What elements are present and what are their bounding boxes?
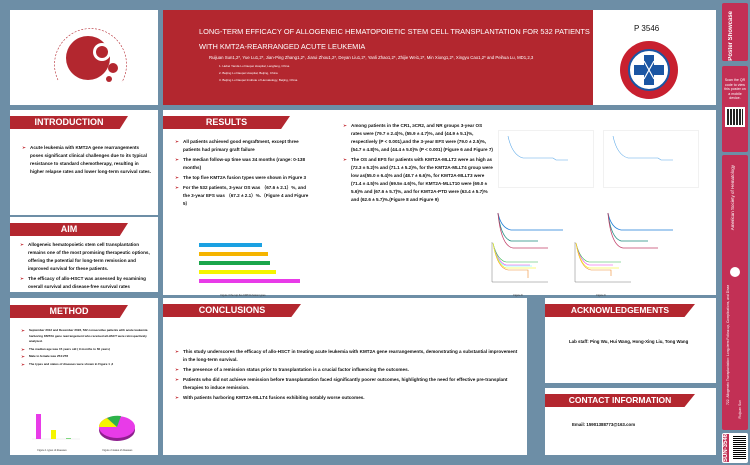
intro-bullet: Acute leukemia with KMT2A gene rearrange… xyxy=(22,144,152,176)
bar xyxy=(199,243,262,247)
ash-logo xyxy=(54,28,127,83)
figure-3-caption: Figure 3 the top five KMT2A fusion types xyxy=(220,294,266,297)
results-bullet: For the 532 patients, 3-year OS was （67.… xyxy=(175,184,313,208)
contact-email[interactable]: Email: 15901388773@163.com xyxy=(572,422,636,427)
results-bullet: All patients achieved good engraftment, … xyxy=(175,138,313,154)
results-bullet: Among patients in the CR1, ≥CR2, and NR … xyxy=(343,122,493,154)
acknowledgements-heading: ACKNOWLEDGEMENTS xyxy=(545,304,695,317)
barcode xyxy=(733,435,746,459)
affiliation: 1. Hebei Yanda Lu Daopei Hospital, Langf… xyxy=(219,64,290,68)
method-bullet: September 2012 and December 2023, 532 co… xyxy=(21,328,153,345)
bar xyxy=(66,438,71,439)
acknowledgements-section: ACKNOWLEDGEMENTS Lab staff: Ping Wu, Hui… xyxy=(545,298,716,383)
method-heading: METHOD xyxy=(10,305,128,318)
bar xyxy=(199,270,276,274)
title-header: LONG-TERM EFFICACY OF ALLOGENEIC HEMATOP… xyxy=(163,10,593,105)
bar xyxy=(199,261,270,265)
poster-title-line1: LONG-TERM EFFICACY OF ALLOGENEIC HEMATOP… xyxy=(199,27,590,36)
aim-bullet: Allogeneic hematopoietic stem cell trans… xyxy=(20,241,150,273)
introduction-heading: INTRODUCTION xyxy=(10,116,128,129)
conclusions-section: CONCLUSIONS This study underscores the e… xyxy=(163,298,527,455)
hospital-logo xyxy=(620,41,678,99)
figure-8-caption: Figure 8 xyxy=(513,294,523,297)
figure-3-bar-chart xyxy=(199,243,300,283)
method-bullet: Male to female was 254:278 xyxy=(21,354,153,360)
aim-section: AIM Allogeneic hematopoietic stem cell t… xyxy=(10,217,158,292)
qr-panel: Scan the QR code to view this poster on … xyxy=(722,66,748,152)
method-section: METHOD September 2012 and December 2023,… xyxy=(10,298,158,455)
poster-number: P 3546 xyxy=(634,24,660,33)
qr-text: Scan the QR code to view this poster on … xyxy=(724,78,746,100)
ash-icon xyxy=(730,267,740,277)
affiliation: 3. Beijing Lu Daopei Institute of Hemato… xyxy=(219,78,298,82)
conclusion-bullet: The presence of a remission status prior… xyxy=(175,366,520,374)
figure-5-efs-curve xyxy=(603,130,699,188)
figure-7-efs-by-status xyxy=(607,212,673,249)
figure-4-os-curve xyxy=(498,130,594,188)
society-logo-panel xyxy=(10,10,158,105)
hospital-logo-panel: P 3546 xyxy=(593,10,716,105)
bar xyxy=(36,414,41,439)
conclusion-bullet: This study underscores the efficacy of a… xyxy=(175,348,520,364)
acknowledgements-text: Lab staff: Ping Wu, Hui Wang, Hong-Xing … xyxy=(569,339,689,344)
affiliation: 2. Beijing Lu Daopei Hospital, Beijing, … xyxy=(219,71,278,75)
poster-code-panel: SUN-3546 xyxy=(722,433,748,463)
conclusion-bullet: Patients who did not achieve remission b… xyxy=(175,376,520,392)
qr-code[interactable] xyxy=(725,106,745,127)
figure-2-pie-chart xyxy=(99,415,135,441)
contact-section: CONTACT INFORMATION Email: 15901388773@1… xyxy=(545,388,716,455)
contact-heading: CONTACT INFORMATION xyxy=(545,394,695,407)
figure-1-bar-chart xyxy=(32,414,80,440)
method-bullet: The types and states of diseases were sh… xyxy=(21,362,153,368)
authors: Ruijuan Sun1,2*, Yue Lu1,2*, Jian-Ping Z… xyxy=(209,55,534,60)
figure-9-survival-curves xyxy=(574,242,631,283)
poster-showcase-badge[interactable]: Poster Showcase xyxy=(722,3,748,61)
method-bullet: The median age was 15 years old ( 9 mont… xyxy=(21,347,153,353)
aim-bullet: The efficacy of allo-HSCT was assessed b… xyxy=(20,275,150,291)
conclusions-heading: CONCLUSIONS xyxy=(163,304,301,317)
figure-9-caption: Figure 9 xyxy=(596,294,606,297)
session-panel: American Society of Hematology 722. Allo… xyxy=(722,155,748,430)
figure-6-os-by-status xyxy=(497,212,563,249)
results-bullet: The OS and EFS for patients with KMT2A-M… xyxy=(343,156,493,204)
figure-1-caption: Figure 1 types of diseases xyxy=(37,449,67,452)
aim-heading: AIM xyxy=(10,223,128,236)
results-heading: RESULTS xyxy=(163,116,290,129)
poster-title-line2: WITH KMT2A-REARRANGED ACUTE LEUKEMIA xyxy=(199,42,366,51)
results-bullet: The median follow-up time was 34 months … xyxy=(175,156,313,172)
bar xyxy=(51,430,56,439)
bar xyxy=(199,279,300,283)
conclusion-bullet: With patients harboring KMT2A-MLLT4 fusi… xyxy=(175,394,520,402)
results-section: RESULTS All patients achieved good engra… xyxy=(163,110,716,297)
figure-8-survival-curves xyxy=(491,242,548,283)
figure-2-caption: Figure 2 states of diseases xyxy=(102,449,133,452)
results-bullet: The top five KMT2A fusion types were sho… xyxy=(175,174,313,182)
introduction-section: INTRODUCTION Acute leukemia with KMT2A g… xyxy=(10,110,158,215)
bar xyxy=(199,252,268,256)
